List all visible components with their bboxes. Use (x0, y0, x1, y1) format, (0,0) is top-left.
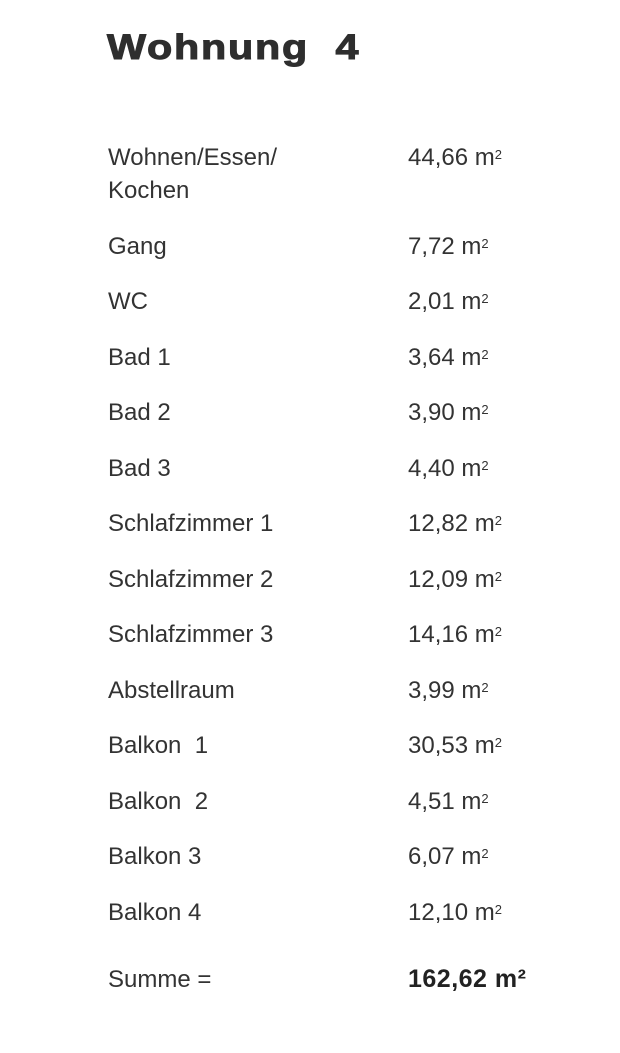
table-row: Bad 1 3,64 m2 (108, 341, 588, 397)
room-area: 12,82 m2 (408, 507, 588, 540)
area-number: 12,10 (408, 898, 469, 926)
room-label: Schlafzimmer 1 (108, 510, 274, 537)
table-row: Balkon 1 30,53 m2 (108, 729, 588, 785)
room-area: 6,07 m2 (408, 840, 588, 873)
area-unit-exponent: 2 (494, 513, 502, 528)
area-unit-exponent: 2 (481, 346, 489, 362)
room-area: 7,72 m2 (408, 230, 588, 263)
table-row: WC 2,01 m2 (108, 285, 588, 341)
area-number: 6,07 (408, 843, 455, 870)
room-label: Bad 3 (108, 454, 171, 482)
area-number: 4,51 (408, 787, 455, 815)
area-unit: m (474, 144, 495, 171)
area-unit-exponent: 2 (494, 568, 502, 584)
area-unit-exponent: 2 (494, 735, 502, 750)
area-unit: m (461, 676, 482, 704)
area-unit: m (474, 621, 495, 648)
room-label: Balkon 3 (108, 843, 202, 870)
area-unit-exponent: 2 (481, 846, 489, 861)
area-unit: m (461, 399, 482, 426)
table-row: Gang 7,72 m2 (108, 230, 588, 286)
area-unit-exponent: 2 (494, 147, 502, 162)
area-unit: m (474, 898, 495, 926)
area-unit: m (474, 732, 495, 759)
table-row: Bad 2 3,90 m2 (108, 396, 588, 452)
area-number: 14,16 (408, 621, 469, 648)
room-area: 3,64 m2 (408, 341, 588, 374)
area-number: 30,53 (408, 732, 469, 759)
room-label: Wohnen/Essen/ Kochen (108, 144, 277, 204)
total-row: Summe = 162,62 m² (108, 963, 588, 1019)
area-number: 12,82 (408, 510, 469, 537)
area-unit-exponent: 2 (481, 679, 489, 695)
area-number: 4,40 (408, 454, 455, 482)
room-area: 14,16 m2 (408, 618, 588, 651)
room-area: 3,90 m2 (408, 396, 588, 429)
table-row: Balkon 3 6,07 m2 (108, 840, 588, 896)
room-area: 44,66 m2 (408, 141, 588, 207)
room-label: Balkon 4 (108, 898, 202, 926)
room-area: 4,51 m2 (408, 785, 588, 818)
area-unit-exponent: 2 (481, 291, 489, 306)
room-area: 12,09 m2 (408, 563, 588, 596)
area-number: 44,66 (408, 144, 469, 171)
room-label: Bad 1 (108, 343, 171, 371)
area-number: 3,90 (408, 399, 455, 426)
area-unit-exponent: 2 (481, 235, 489, 251)
room-area: 4,40 m2 (408, 452, 588, 485)
area-unit-exponent: 2 (481, 790, 489, 806)
room-label: WC (108, 288, 148, 315)
area-unit: m (474, 510, 495, 537)
table-row: Bad 3 4,40 m2 (108, 452, 588, 508)
area-unit: m (474, 565, 495, 593)
area-number: 3,64 (408, 343, 455, 371)
area-number: 7,72 (408, 232, 455, 260)
table-row: Schlafzimmer 2 12,09 m2 (108, 563, 588, 619)
area-unit-exponent: 2 (481, 457, 489, 473)
table-row: Schlafzimmer 3 14,16 m2 (108, 618, 588, 674)
area-unit-exponent: 2 (481, 402, 489, 417)
table-row: Abstellraum 3,99 m2 (108, 674, 588, 730)
room-area: 12,10 m2 (408, 896, 588, 929)
area-unit: m (461, 454, 482, 482)
page-title: Wohnung 4 (106, 28, 361, 68)
room-label: Gang (108, 232, 167, 260)
area-unit: m (461, 288, 482, 315)
table-row: Balkon 4 12,10 m2 (108, 896, 588, 952)
total-value: 162,62 m² (408, 965, 527, 993)
room-area: 3,99 m2 (408, 674, 588, 707)
area-number: 12,09 (408, 565, 469, 593)
area-unit: m (461, 343, 482, 371)
table-row: Wohnen/Essen/ Kochen 44,66 m2 (108, 141, 588, 230)
area-unit: m (461, 232, 482, 260)
area-number: 2,01 (408, 288, 455, 315)
room-area: 30,53 m2 (408, 729, 588, 762)
room-area: 2,01 m2 (408, 285, 588, 318)
area-number: 3,99 (408, 676, 455, 704)
area-unit: m (461, 787, 482, 815)
room-label: Schlafzimmer 2 (108, 565, 274, 593)
area-table: Wohnen/Essen/ Kochen 44,66 m2 Gang 7,72 m2 W… (108, 141, 588, 1019)
area-unit-exponent: 2 (494, 624, 502, 639)
table-row: Balkon 2 4,51 m2 (108, 785, 588, 841)
room-label: Bad 2 (108, 399, 171, 426)
room-label: Balkon 1 (108, 732, 209, 759)
area-unit: m (461, 843, 482, 870)
area-unit-exponent: 2 (494, 901, 502, 917)
room-label: Schlafzimmer 3 (108, 621, 274, 648)
table-row: Schlafzimmer 1 12,82 m2 (108, 507, 588, 563)
total-label: Summe = (108, 966, 212, 993)
room-label: Abstellraum (108, 676, 235, 704)
room-label: Balkon 2 (108, 787, 209, 815)
